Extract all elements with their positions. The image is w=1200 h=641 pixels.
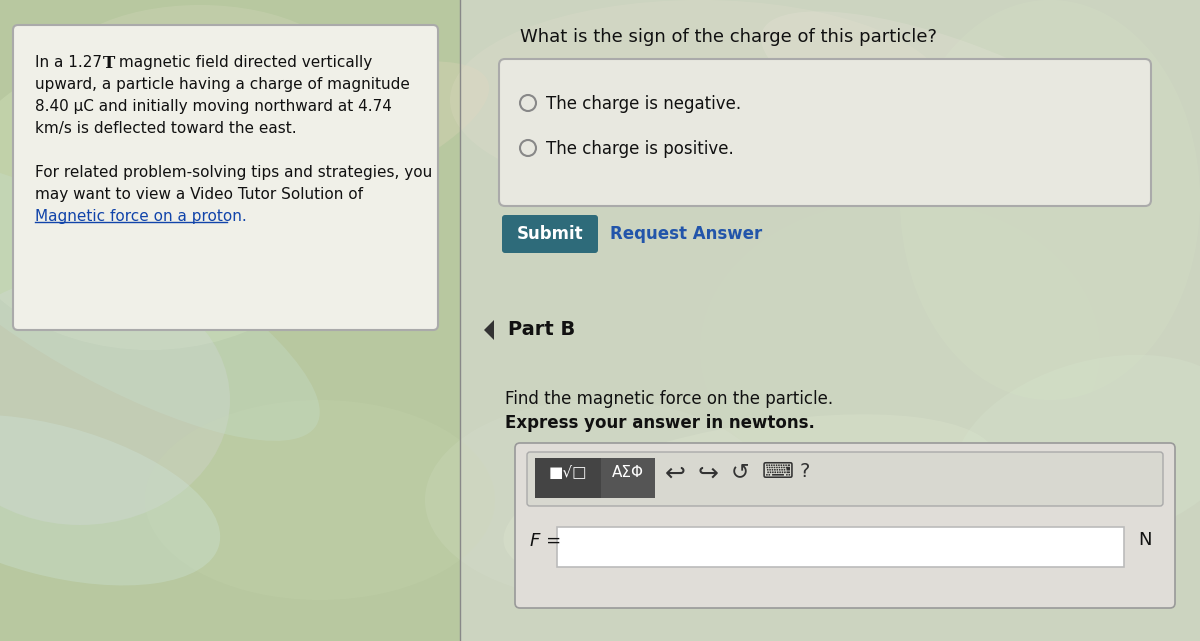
FancyBboxPatch shape — [0, 0, 460, 641]
Ellipse shape — [450, 0, 950, 200]
Text: 8.40 μC and initially moving northward at 4.74: 8.40 μC and initially moving northward a… — [35, 99, 392, 114]
FancyBboxPatch shape — [601, 458, 655, 498]
FancyBboxPatch shape — [527, 452, 1163, 506]
Ellipse shape — [0, 159, 319, 441]
Ellipse shape — [50, 5, 350, 155]
Text: F =: F = — [530, 532, 562, 550]
Text: ⌨: ⌨ — [762, 462, 794, 482]
Text: T: T — [103, 55, 115, 72]
FancyBboxPatch shape — [557, 527, 1124, 567]
Text: Express your answer in newtons.: Express your answer in newtons. — [505, 414, 815, 432]
Text: In a 1.27: In a 1.27 — [35, 55, 107, 70]
Polygon shape — [484, 320, 494, 340]
Text: ↪: ↪ — [698, 462, 719, 486]
Text: What is the sign of the charge of this particle?: What is the sign of the charge of this p… — [520, 28, 937, 46]
Text: Magnetic force on a proton.: Magnetic force on a proton. — [35, 209, 247, 224]
FancyBboxPatch shape — [515, 443, 1175, 608]
Ellipse shape — [761, 12, 1139, 188]
Text: ↺: ↺ — [731, 462, 750, 482]
Text: Find the magnetic force on the particle.: Find the magnetic force on the particle. — [505, 390, 833, 408]
Text: The charge is negative.: The charge is negative. — [546, 95, 742, 113]
Ellipse shape — [900, 0, 1200, 400]
Text: km/s is deflected toward the east.: km/s is deflected toward the east. — [35, 121, 296, 136]
Text: Part B: Part B — [508, 320, 575, 339]
Text: For related problem-solving tips and strategies, you: For related problem-solving tips and str… — [35, 165, 432, 180]
Text: magnetic field directed vertically: magnetic field directed vertically — [114, 55, 372, 70]
FancyBboxPatch shape — [13, 25, 438, 330]
Ellipse shape — [504, 414, 996, 586]
Ellipse shape — [425, 400, 775, 600]
FancyBboxPatch shape — [535, 458, 601, 498]
FancyBboxPatch shape — [460, 0, 1200, 641]
Text: may want to view a Video Tutor Solution of: may want to view a Video Tutor Solution … — [35, 187, 364, 202]
Ellipse shape — [110, 62, 490, 238]
Text: upward, a particle having a charge of magnitude: upward, a particle having a charge of ma… — [35, 77, 410, 92]
Ellipse shape — [145, 400, 496, 600]
Text: Request Answer: Request Answer — [610, 225, 762, 243]
Ellipse shape — [0, 415, 220, 585]
Ellipse shape — [700, 200, 1100, 500]
FancyBboxPatch shape — [502, 215, 598, 253]
Text: N: N — [1138, 531, 1152, 549]
Text: ↩: ↩ — [665, 462, 686, 486]
Ellipse shape — [953, 354, 1200, 545]
Text: The charge is positive.: The charge is positive. — [546, 140, 733, 158]
Ellipse shape — [0, 275, 230, 525]
Text: Submit: Submit — [517, 225, 583, 243]
Ellipse shape — [0, 50, 350, 350]
Text: ■√□: ■√□ — [548, 465, 587, 480]
Text: ?: ? — [800, 462, 810, 481]
FancyBboxPatch shape — [499, 59, 1151, 206]
Text: ΑΣΦ: ΑΣΦ — [612, 465, 644, 480]
